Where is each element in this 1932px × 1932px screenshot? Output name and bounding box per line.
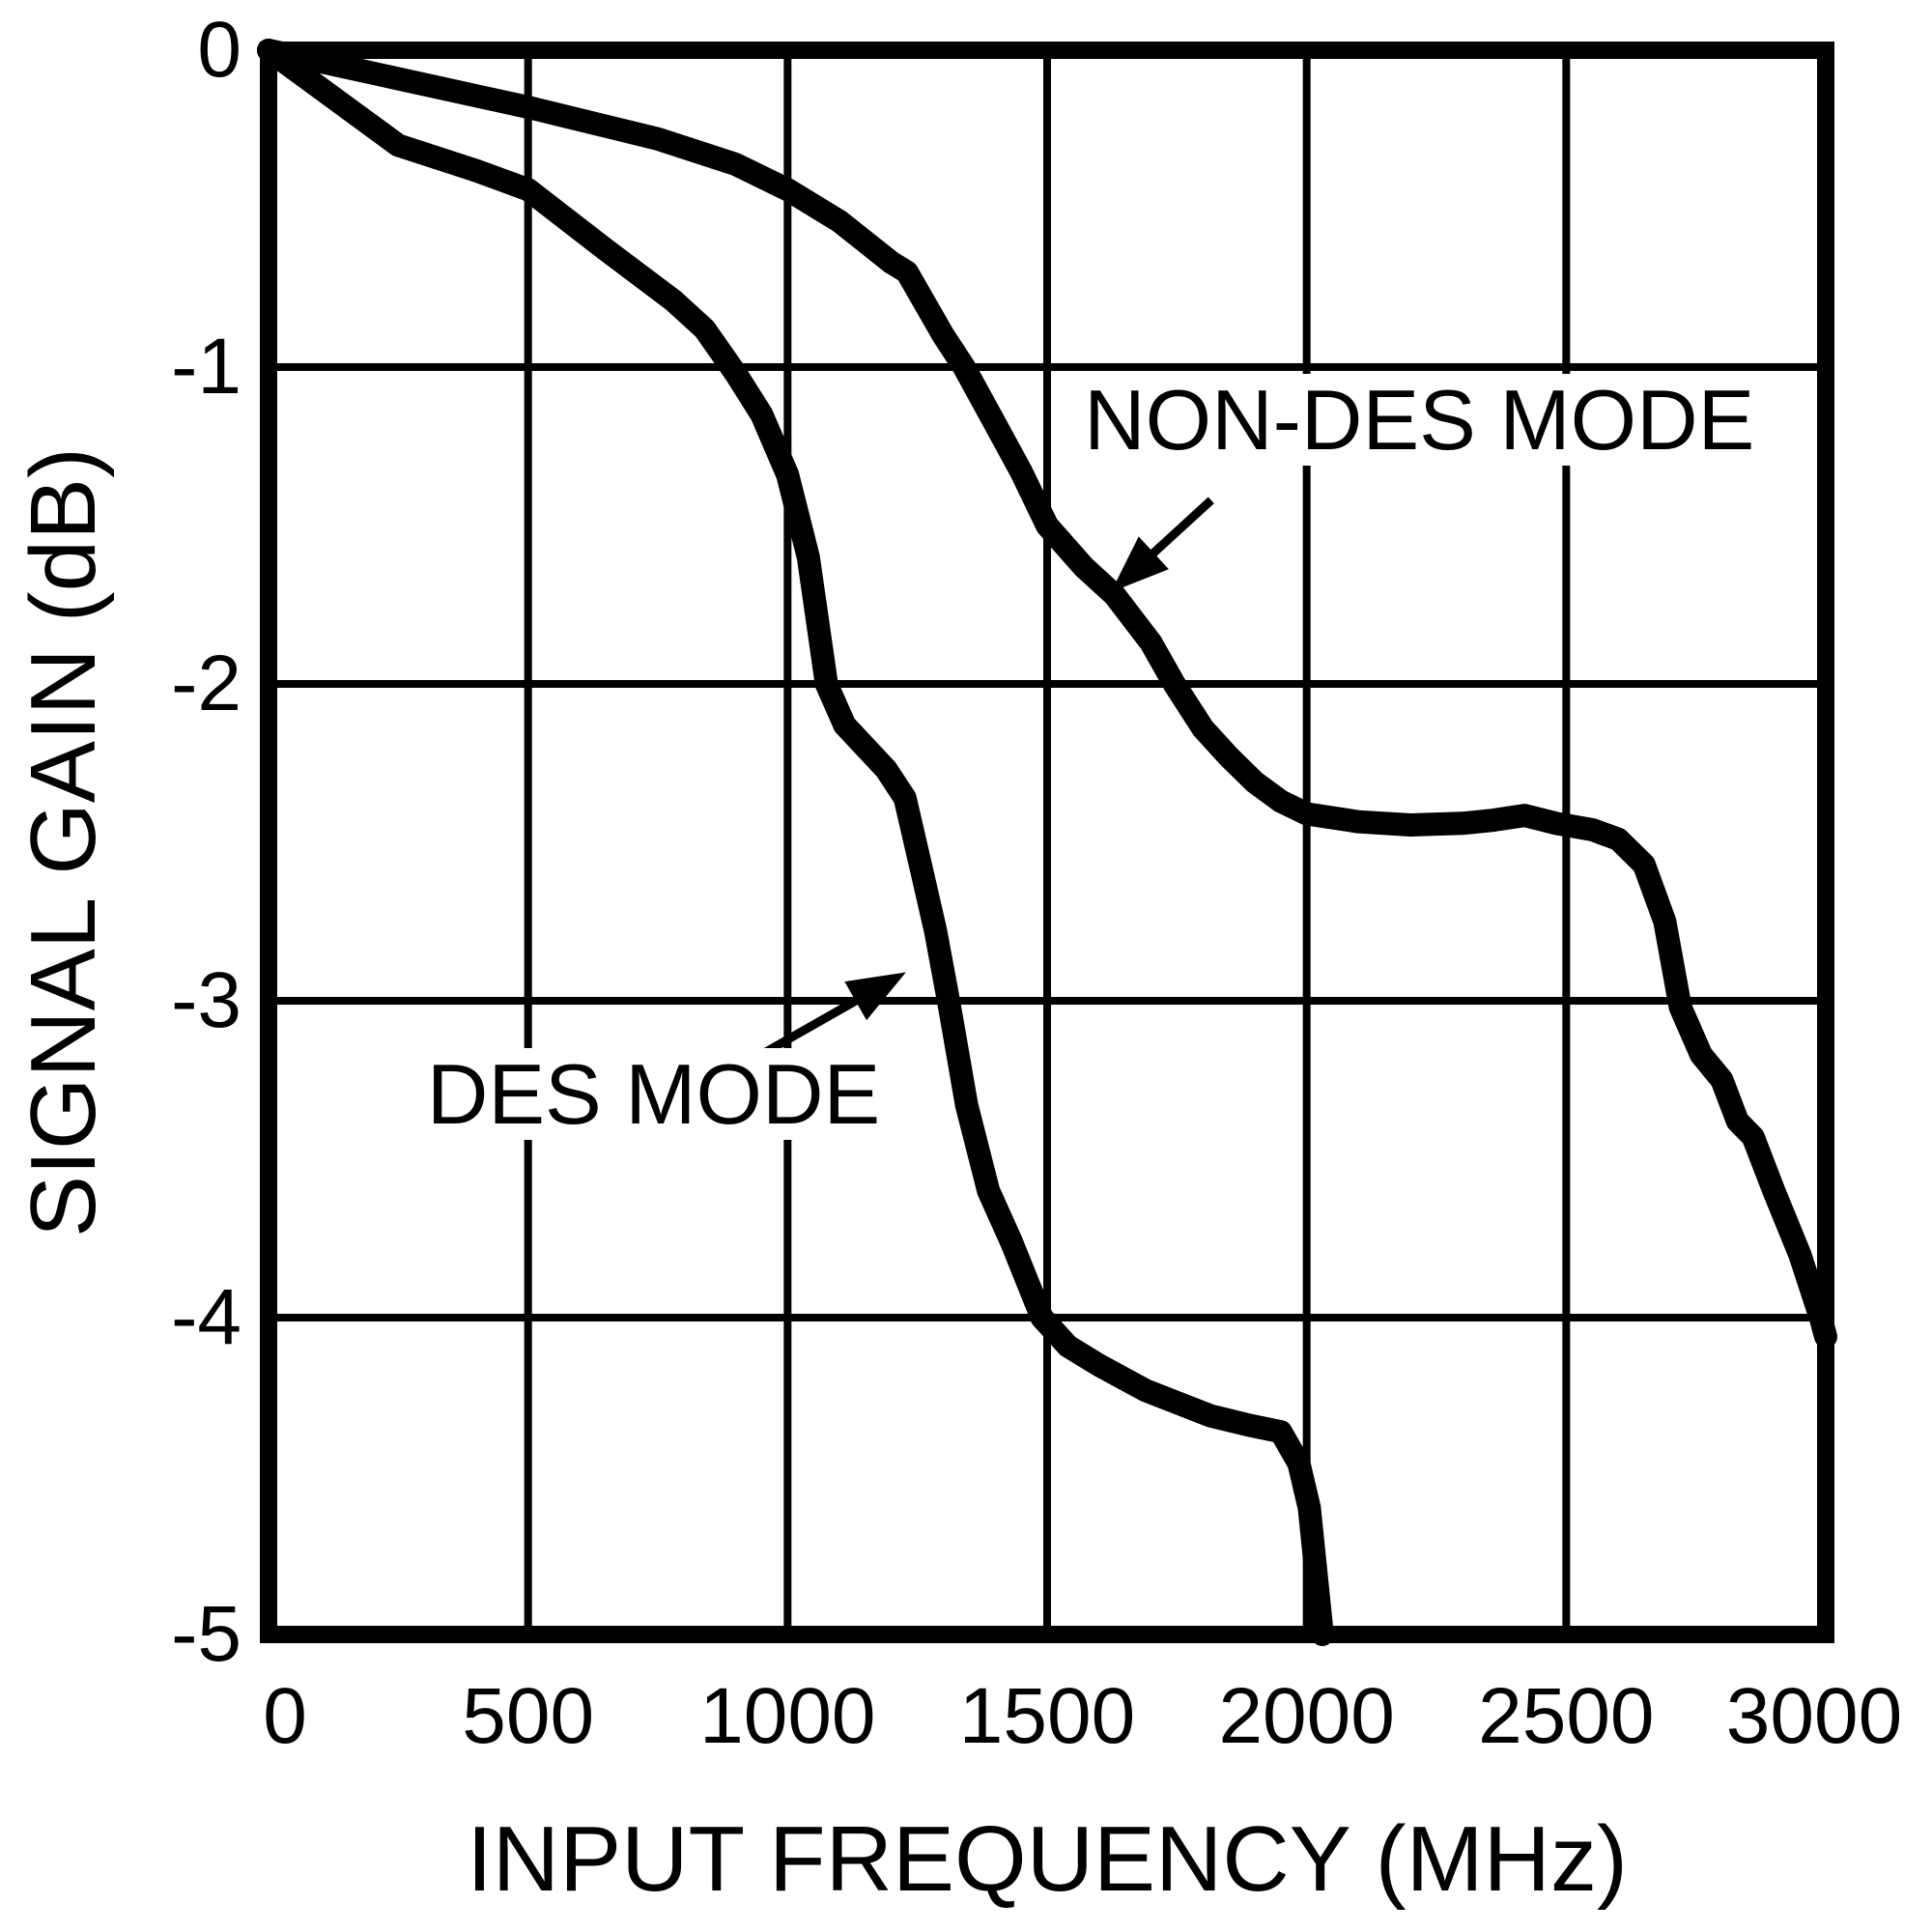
grid-layer [269,50,1826,1634]
non-des-mode-curve [257,39,1837,1349]
plot-frame-layer [260,42,1834,1643]
x-tick-label: 0 [263,1672,307,1760]
x-tick-label: 2500 [1478,1672,1655,1760]
y-axis-title: SIGNAL GAIN (dB) [12,447,116,1237]
x-tick-label: 1500 [958,1672,1136,1760]
y-tick-label: 0 [197,6,242,94]
x-axis-title: INPUT FREQUENCY (MHz) [467,1807,1628,1911]
non-des-arrowhead-icon [1111,536,1169,592]
plot-frame [260,42,1834,1643]
y-tick-label: -4 [171,1273,242,1361]
des-arrowhead-icon [844,972,906,1021]
des-mode-curve [257,39,1334,1646]
y-tick-label: -3 [171,956,242,1044]
non-des-mode-label: NON-DES MODE [1076,374,1763,466]
non-des-arrow-line [1145,497,1214,562]
annotation-arrow-layer [758,497,1214,1059]
y-tick-label: -2 [171,639,242,727]
x-tick-label: 3000 [1725,1672,1903,1760]
x-tick-label: 1000 [699,1672,876,1760]
curve-layer [257,39,1837,1646]
des-mode-label: DES MODE [418,1048,889,1140]
y-tick-label: -1 [171,323,242,411]
des-arrow-line [758,993,865,1059]
x-tick-label: 500 [462,1672,595,1760]
y-tick-label: -5 [171,1590,242,1678]
x-tick-label: 2000 [1218,1672,1395,1760]
